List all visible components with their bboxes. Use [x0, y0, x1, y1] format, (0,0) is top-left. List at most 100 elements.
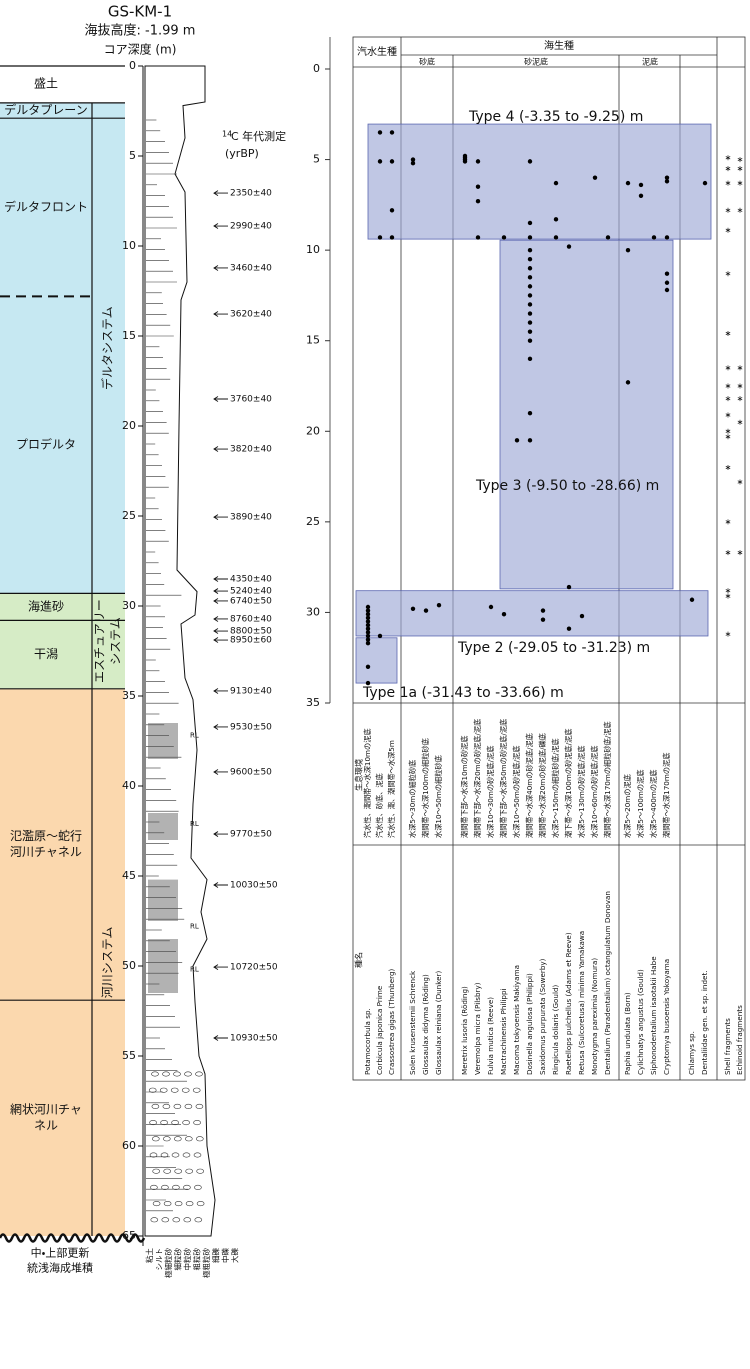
occurrence-dot — [389, 159, 395, 164]
occurrence-dot — [527, 275, 533, 280]
occurrence-dot — [625, 380, 631, 385]
chart-frame — [352, 36, 746, 1081]
species-name: Ringicula doliaris (Gould) — [551, 984, 560, 1075]
occurrence-dot — [462, 159, 468, 164]
date-arrow — [213, 190, 228, 196]
gravel — [163, 1136, 171, 1142]
rl-label: RL — [190, 732, 199, 740]
depth-tick-label: 45 — [122, 869, 136, 882]
facies-band — [0, 1000, 92, 1236]
gravel — [184, 1071, 192, 1077]
depth-tick-label: 30 — [122, 599, 136, 612]
grain-size-label: 極細粒砂 — [163, 1248, 173, 1278]
elevation: 海抜高度: -1.99 m — [85, 23, 196, 39]
date-arrow — [213, 598, 228, 604]
fragment-mark — [737, 180, 743, 186]
grain-size-label: 極粗粒砂 — [201, 1248, 211, 1278]
date-label: 5240±40 — [230, 587, 272, 597]
species-name: Chlamys sp. — [687, 1031, 696, 1075]
grain-size-label: 中礫 — [220, 1248, 230, 1264]
gravel — [195, 1071, 203, 1077]
fragment-mark — [725, 383, 731, 389]
fragment-mark — [725, 519, 731, 525]
fragment-mark — [725, 631, 731, 637]
gravel — [195, 1103, 204, 1109]
header-sandy-mud: 砂泥底 — [524, 57, 548, 67]
species-name: Echinoid fragments — [735, 1005, 744, 1075]
habitat: 潮間帯～水深170mの細粒砂底/泥底 — [603, 721, 612, 838]
occurrence-dot — [527, 266, 533, 271]
occurrence-dot — [365, 626, 371, 631]
depth-tick-label: 35 — [122, 689, 136, 702]
row-label-habitat: 生息環境 — [354, 759, 364, 791]
date-label: 9130±40 — [230, 686, 272, 696]
occurrence-dot — [625, 247, 631, 253]
gravel — [182, 1120, 190, 1126]
species-name: Fulvia mutica (Reeve) — [486, 997, 495, 1075]
gravel — [151, 1103, 160, 1109]
occurrence-dot — [423, 608, 429, 613]
date-label: 9600±50 — [230, 767, 272, 777]
depth-tick-label: 0 — [129, 59, 136, 72]
date-label: 2350±40 — [230, 189, 272, 199]
label: 河川チャネル — [10, 845, 82, 859]
label: デルタプレーン — [4, 102, 87, 117]
fragment-mark — [737, 157, 743, 163]
date-label: 3890±40 — [230, 513, 272, 523]
occurrence-dot — [527, 311, 533, 316]
species-name: Solen krusensternii Schrenck — [408, 970, 417, 1075]
species-name: Retusa (Sulcoretusa) minima Yamakawa — [577, 931, 586, 1075]
species-name: Macoma tokyoensis Makiyama — [512, 965, 521, 1075]
occurrence-dot — [410, 157, 416, 162]
fragment-mark — [725, 166, 731, 172]
type-box — [355, 590, 709, 637]
fragment-mark — [737, 550, 743, 556]
grain-size-label: 細粒砂 — [173, 1248, 183, 1271]
occurrence-dot — [527, 284, 533, 289]
species-name: Potamocorbula sp. — [363, 1008, 372, 1075]
occurrence-dot — [527, 410, 533, 416]
gravel — [196, 1136, 204, 1142]
habitat: 水深5～130mの砂泥底/泥底 — [577, 746, 586, 838]
occurrence-dot — [365, 641, 371, 646]
axis-tick-label: 25 — [306, 515, 320, 528]
occurrence-dot — [365, 664, 371, 669]
core-texture — [146, 119, 189, 1212]
occurrence-dot — [377, 235, 383, 240]
gravel — [174, 1168, 182, 1174]
gravel — [163, 1168, 171, 1174]
gravel — [149, 1120, 157, 1126]
date-arrow — [213, 396, 228, 402]
occurrence-dot — [664, 287, 670, 293]
label: ネル — [34, 1119, 58, 1133]
axis-tick-label: 5 — [313, 153, 320, 166]
gravel — [193, 1120, 201, 1126]
date-arrow — [213, 514, 228, 520]
habitat: 潮間帯下部～水深20mの砂泥底/泥底 — [473, 719, 482, 838]
date-label: 9770±50 — [230, 830, 272, 840]
grain-size-label: シルト — [155, 1248, 164, 1271]
habitat: 水深5～100mの泥底 — [636, 770, 645, 838]
occurrence-dot — [365, 615, 371, 621]
gravel — [159, 1087, 168, 1093]
gravel — [161, 1184, 169, 1190]
gravel — [172, 1184, 180, 1190]
axis-tick-label: 10 — [306, 243, 320, 256]
fragment-mark — [725, 227, 731, 233]
habitat: 潮間帯下部～水深10mの砂泥底 — [460, 736, 469, 838]
occurrence-dot — [475, 159, 481, 164]
facies-band — [0, 102, 92, 119]
axis-tick-label: 15 — [306, 334, 320, 347]
species-name: Dentaliidae gen. et sp. indet. — [700, 970, 709, 1075]
occurrence-dot — [365, 680, 371, 686]
date-arrow — [213, 576, 228, 582]
habitat: 潮間帯～水深100mの細粒砂底 — [421, 738, 430, 838]
rl-label: RL — [190, 922, 199, 930]
fragment-mark — [737, 479, 743, 485]
gravel — [194, 1217, 203, 1223]
occurrence-dot — [365, 619, 371, 624]
occurrence-dot — [527, 220, 533, 226]
habitat: 潮間帯下部～水深50mの砂泥底/泥底 — [499, 719, 508, 838]
fragment-mark — [725, 180, 731, 186]
